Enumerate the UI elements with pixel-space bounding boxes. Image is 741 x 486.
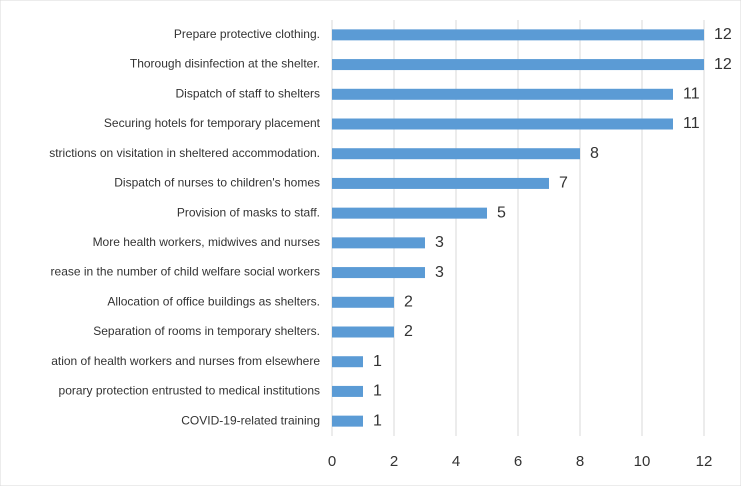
value-label: 11 [683, 115, 700, 132]
bar [332, 118, 673, 130]
y-tick-label: Dispatch of nurses to children's homes [114, 176, 320, 190]
x-tick-label: 8 [576, 453, 584, 470]
x-tick-label: 0 [328, 453, 336, 470]
value-label: 12 [714, 56, 732, 73]
x-tick-label: 4 [452, 453, 460, 470]
x-tick-label: 2 [390, 453, 398, 470]
value-label: 1 [373, 353, 382, 370]
y-tick-label: porary protection entrusted to medical i… [59, 384, 320, 398]
value-label: 2 [404, 323, 413, 340]
bar [332, 385, 363, 397]
y-tick-label: Allocation of office buildings as shelte… [107, 294, 320, 308]
y-tick-label: Provision of masks to staff. [177, 205, 320, 219]
bar [332, 148, 580, 160]
value-label: 7 [559, 175, 568, 192]
x-tick-label: 12 [696, 453, 713, 470]
x-tick-label: 6 [514, 453, 522, 470]
y-tick-label: rease in the number of child welfare soc… [51, 265, 320, 279]
y-tick-label: Dispatch of staff to shelters [175, 86, 320, 100]
bar [332, 356, 363, 368]
y-tick-label: strictions on visitation in sheltered ac… [49, 146, 320, 160]
bar [332, 177, 549, 189]
value-label: 2 [404, 294, 413, 311]
value-label: 1 [373, 383, 382, 400]
bar [332, 237, 425, 249]
y-tick-label: Separation of rooms in temporary shelter… [93, 324, 320, 338]
y-tick-label: COVID-19-related training [181, 413, 320, 427]
bar [332, 88, 673, 100]
bar [332, 267, 425, 279]
value-label: 12 [714, 26, 732, 43]
bar [332, 29, 704, 41]
bar [332, 326, 394, 338]
x-tick-label: 10 [634, 453, 651, 470]
value-label: 8 [590, 145, 599, 162]
bar [332, 59, 704, 71]
bar [332, 415, 363, 427]
y-tick-label: Thorough disinfection at the shelter. [130, 57, 320, 71]
bar [332, 296, 394, 308]
y-tick-label: More health workers, midwives and nurses [93, 235, 320, 249]
value-label: 3 [435, 234, 444, 251]
value-label: 5 [497, 204, 506, 221]
y-tick-label: ation of health workers and nurses from … [51, 354, 320, 368]
bar [332, 207, 487, 219]
value-label: 3 [435, 264, 444, 281]
y-tick-label: Prepare protective clothing. [174, 27, 320, 41]
value-label: 1 [373, 412, 382, 429]
y-tick-label: Securing hotels for temporary placement [104, 116, 321, 130]
value-label: 11 [683, 86, 700, 103]
